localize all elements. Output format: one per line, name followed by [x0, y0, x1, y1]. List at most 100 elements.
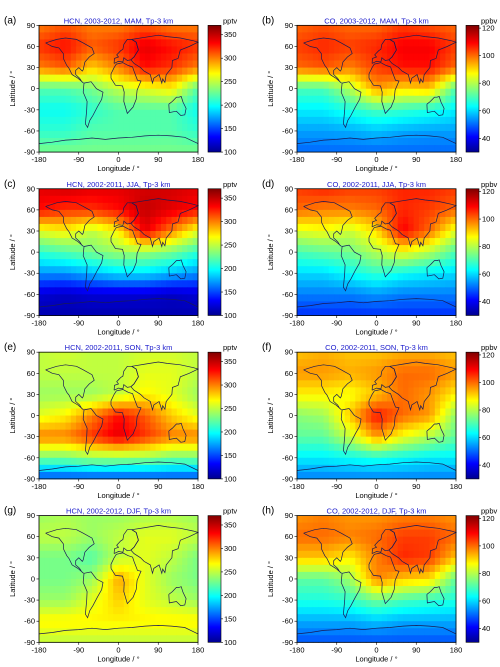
heatmap-cell — [171, 25, 178, 33]
heatmap-cell — [418, 266, 425, 274]
x-tick-label: 180 — [450, 482, 463, 491]
coastline-africa — [368, 552, 400, 605]
heatmap-cell — [408, 308, 414, 316]
heatmap-cell — [434, 529, 441, 538]
heatmap-cell — [145, 137, 151, 146]
heatmap-cell — [192, 571, 199, 580]
heatmap-cell — [434, 600, 441, 608]
heatmap-cell — [365, 32, 372, 40]
heatmap-cell — [139, 245, 146, 253]
heatmap-cell — [403, 401, 409, 409]
heatmap-cell — [297, 245, 303, 253]
heatmap-cell — [70, 436, 77, 445]
heatmap-cell — [187, 209, 194, 218]
heatmap-cell — [424, 188, 430, 197]
heatmap-cell — [187, 287, 194, 295]
heatmap-cell — [350, 564, 356, 573]
heatmap-cell — [54, 635, 61, 643]
heatmap-cell — [145, 238, 151, 246]
heatmap-cell — [408, 529, 414, 538]
heatmap-cell — [413, 188, 420, 197]
heatmap-cell — [81, 102, 88, 111]
heatmap-cell — [107, 308, 114, 316]
heatmap-cell — [328, 366, 335, 374]
heatmap-cell — [97, 422, 103, 431]
heatmap-cell — [350, 252, 356, 260]
heatmap-cell — [113, 209, 119, 218]
colorbar — [207, 25, 222, 153]
heatmap-cell — [113, 543, 119, 552]
heatmap-cell — [328, 536, 335, 545]
heatmap-cell — [413, 373, 420, 381]
heatmap-cell — [39, 259, 45, 267]
heatmap-cell — [403, 515, 409, 524]
heatmap-cell — [65, 53, 72, 61]
heatmap-cell — [176, 614, 183, 622]
heatmap-cell — [302, 67, 308, 76]
heatmap-cell — [440, 408, 446, 416]
heatmap-cell — [123, 628, 130, 636]
heatmap-cell — [129, 564, 135, 573]
heatmap-cell — [92, 53, 98, 61]
heatmap-cell — [166, 238, 172, 246]
heatmap-cell — [344, 231, 351, 239]
heatmap-cell — [297, 529, 303, 538]
heatmap-cell — [387, 585, 393, 594]
heatmap-cell — [302, 607, 308, 615]
heatmap-cell — [182, 287, 188, 295]
heatmap-cell — [376, 550, 383, 559]
coastline-south-america — [340, 408, 362, 456]
x-tick-label: -90 — [331, 645, 342, 654]
heatmap-cell — [150, 67, 156, 76]
heatmap-cell — [182, 471, 188, 480]
y-axis-label: Latitude / ° — [266, 398, 275, 434]
heatmap-cell — [81, 401, 88, 409]
heatmap-cell — [445, 81, 452, 90]
heatmap-cell — [150, 95, 156, 104]
heatmap-cell — [49, 600, 56, 608]
heatmap-cell — [176, 280, 183, 288]
heatmap-cell — [355, 394, 361, 402]
heatmap-cell — [81, 464, 88, 473]
heatmap-cell — [297, 137, 303, 146]
heatmap-cell — [360, 564, 367, 573]
heatmap-cell — [445, 422, 452, 431]
heatmap-cell — [76, 607, 82, 615]
heatmap-cell — [339, 95, 346, 104]
heatmap-cell — [182, 123, 188, 132]
heatmap-cell — [450, 593, 457, 601]
heatmap-cell — [403, 209, 409, 218]
heatmap-cell — [134, 457, 141, 466]
heatmap-cell — [429, 209, 436, 218]
heatmap-cell — [413, 621, 420, 629]
heatmap-cell — [318, 600, 324, 608]
panel-tag: (b) — [262, 15, 274, 26]
heatmap-cell — [413, 53, 420, 61]
heatmap-cell — [424, 436, 430, 445]
heatmap-cell — [403, 557, 409, 566]
heatmap-cell — [176, 593, 183, 601]
heatmap-cell — [344, 88, 351, 97]
heatmap-cell — [387, 443, 393, 452]
heatmap-cell — [97, 46, 103, 54]
heatmap-cell — [39, 359, 45, 367]
heatmap-cell — [365, 543, 372, 552]
heatmap-cell — [434, 352, 441, 360]
heatmap-cell — [360, 39, 367, 47]
heatmap-cell — [166, 216, 172, 225]
heatmap-cell — [60, 259, 66, 267]
heatmap-cell — [54, 273, 61, 281]
heatmap-cell — [176, 607, 183, 615]
heatmap-cell — [182, 238, 188, 246]
heatmap-cell — [92, 408, 98, 416]
heatmap-cell — [123, 137, 130, 146]
heatmap-cell — [429, 266, 436, 274]
y-axis-label: Latitude / ° — [8, 398, 17, 434]
heatmap-cell — [413, 352, 420, 360]
heatmap-cell — [418, 593, 425, 601]
heatmap-cell — [160, 67, 167, 76]
heatmap-cell — [440, 25, 446, 33]
heatmap-cell — [307, 373, 314, 381]
heatmap-cell — [39, 557, 45, 566]
heatmap-cell — [39, 422, 45, 431]
